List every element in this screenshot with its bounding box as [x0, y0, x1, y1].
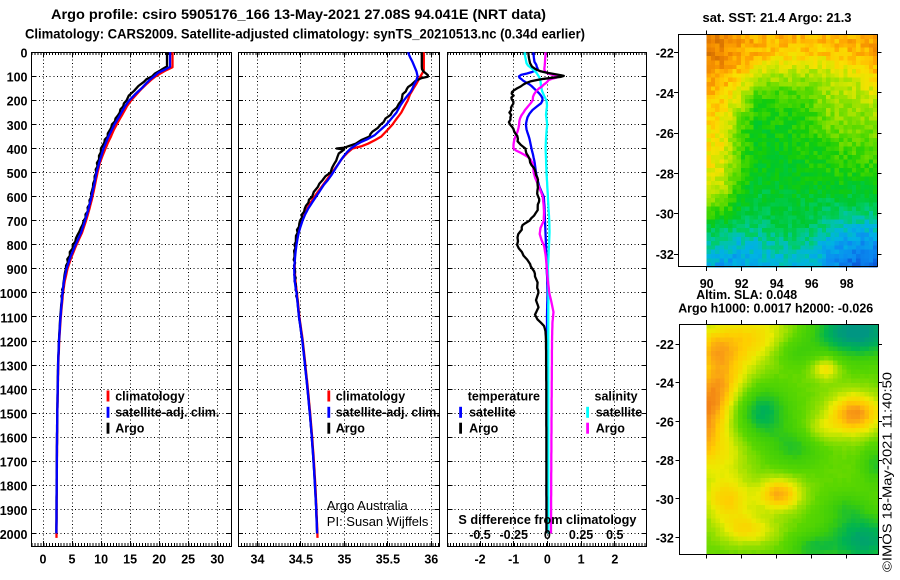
svg-text:25: 25 — [181, 553, 195, 567]
svg-text:800: 800 — [7, 239, 28, 253]
svg-text:400: 400 — [7, 143, 28, 157]
svg-text:1: 1 — [578, 553, 585, 567]
svg-text:1800: 1800 — [0, 480, 28, 494]
svg-text:-0.25: -0.25 — [499, 528, 528, 542]
svg-text:Argo: Argo — [336, 422, 366, 436]
svg-text:0.5: 0.5 — [606, 528, 623, 542]
svg-text:36: 36 — [424, 553, 438, 567]
svg-text:15: 15 — [123, 553, 137, 567]
svg-text:sat. SST: 21.4 Argo: 21.3: sat. SST: 21.4 Argo: 21.3 — [703, 11, 852, 25]
svg-text:PI: Susan Wijffels: PI: Susan Wijffels — [327, 514, 429, 529]
svg-text:1200: 1200 — [0, 335, 28, 349]
svg-text:satellite-adj. clim.: satellite-adj. clim. — [115, 406, 219, 420]
svg-text:Argo Australia: Argo Australia — [327, 498, 409, 513]
svg-text:-30: -30 — [656, 208, 674, 222]
svg-text:-30: -30 — [656, 493, 674, 507]
svg-text:Climatology: CARS2009. Satelli: Climatology: CARS2009. Satellite-adjuste… — [25, 27, 585, 42]
svg-text:0.25: 0.25 — [569, 528, 593, 542]
svg-text:satellite: satellite — [469, 406, 516, 420]
svg-text:temperature: temperature — [468, 389, 540, 403]
svg-text:-28: -28 — [656, 454, 674, 468]
svg-text:1900: 1900 — [0, 504, 28, 518]
svg-text:satellite-adj. clim.: satellite-adj. clim. — [336, 406, 440, 420]
svg-text:-26: -26 — [656, 415, 674, 429]
svg-text:0: 0 — [544, 528, 551, 542]
svg-text:Altim. SLA: 0.048: Altim. SLA: 0.048 — [696, 288, 797, 302]
svg-text:35: 35 — [337, 553, 351, 567]
svg-text:2: 2 — [611, 553, 618, 567]
svg-text:Argo: Argo — [115, 422, 145, 436]
svg-text:-0.5: -0.5 — [469, 528, 491, 542]
svg-text:-32: -32 — [656, 532, 674, 546]
svg-text:500: 500 — [7, 167, 28, 181]
svg-text:climatology: climatology — [336, 389, 406, 403]
svg-text:-32: -32 — [656, 248, 674, 262]
svg-text:Argo: Argo — [596, 422, 626, 436]
svg-text:1300: 1300 — [0, 359, 28, 373]
svg-text:600: 600 — [7, 191, 28, 205]
svg-text:0: 0 — [21, 47, 28, 61]
svg-text:5: 5 — [69, 553, 76, 567]
svg-text:200: 200 — [7, 95, 28, 109]
svg-text:90: 90 — [700, 277, 714, 291]
svg-text:34.5: 34.5 — [289, 553, 313, 567]
svg-text:-22: -22 — [656, 338, 674, 352]
svg-text:S difference from climatology: S difference from climatology — [458, 513, 636, 527]
svg-text:Argo profile: csiro 5905176_16: Argo profile: csiro 5905176_166 13-May-2… — [51, 7, 546, 22]
svg-text:1000: 1000 — [0, 287, 28, 301]
svg-text:-1: -1 — [508, 553, 519, 567]
svg-text:300: 300 — [7, 119, 28, 133]
svg-text:©IMOS 18-May-2021 11:40:50: ©IMOS 18-May-2021 11:40:50 — [880, 372, 895, 572]
svg-text:0: 0 — [40, 553, 47, 567]
svg-text:2000: 2000 — [0, 528, 28, 542]
svg-text:1700: 1700 — [0, 456, 28, 470]
svg-text:900: 900 — [7, 263, 28, 277]
svg-text:1100: 1100 — [0, 311, 27, 325]
svg-text:-22: -22 — [656, 47, 674, 61]
svg-text:20: 20 — [152, 553, 166, 567]
svg-text:92: 92 — [735, 277, 749, 291]
svg-text:700: 700 — [7, 215, 28, 229]
svg-text:-24: -24 — [656, 377, 674, 391]
svg-text:-24: -24 — [656, 87, 674, 101]
svg-text:Argo: Argo — [469, 422, 499, 436]
svg-text:35.5: 35.5 — [376, 553, 400, 567]
svg-text:-28: -28 — [656, 167, 674, 181]
svg-text:100: 100 — [7, 71, 28, 85]
svg-text:1400: 1400 — [0, 384, 28, 398]
svg-text:96: 96 — [805, 277, 819, 291]
svg-text:satellite: satellite — [596, 406, 643, 420]
svg-text:34: 34 — [251, 553, 265, 567]
svg-text:salinity: salinity — [595, 389, 638, 403]
svg-text:30: 30 — [210, 553, 224, 567]
svg-text:94: 94 — [770, 277, 784, 291]
svg-text:-2: -2 — [474, 553, 485, 567]
svg-text:Argo h1000: 0.0017 h2000: -0.0: Argo h1000: 0.0017 h2000: -0.026 — [678, 302, 873, 316]
svg-text:climatology: climatology — [115, 389, 185, 403]
svg-text:1600: 1600 — [0, 432, 28, 446]
svg-text:1500: 1500 — [0, 408, 28, 422]
svg-text:0: 0 — [544, 553, 551, 567]
svg-text:10: 10 — [94, 553, 108, 567]
svg-text:-26: -26 — [656, 127, 674, 141]
svg-text:98: 98 — [840, 277, 854, 291]
